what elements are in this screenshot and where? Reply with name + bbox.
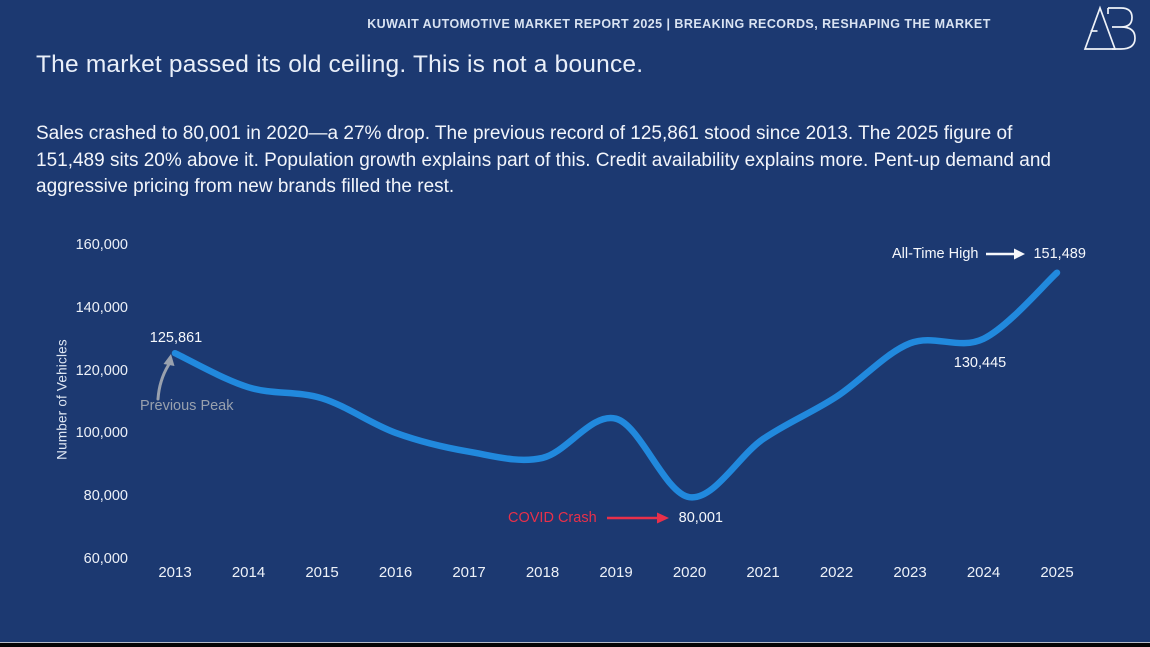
ab-monogram-logo [1083, 5, 1136, 50]
previous-peak-value-label: 125,861 [149, 330, 203, 346]
y-tick-label: 160,000 [75, 237, 128, 253]
all-time-high-label: All-Time High [892, 246, 979, 262]
page-title: The market passed its old ceiling. This … [36, 51, 644, 78]
covid-arrow-right-icon [606, 512, 669, 524]
covid-crash-annotation: COVID Crash 80,001 [508, 510, 723, 526]
x-tick-label: 2013 [158, 564, 192, 581]
y-axis-title: Number of Vehicles [54, 339, 70, 460]
all-time-high-arrow-right-icon [986, 248, 1026, 260]
x-tick-label: 2025 [1040, 564, 1074, 581]
window-bottom-edge [0, 642, 1150, 647]
y-tick-label: 80,000 [83, 488, 128, 505]
all-time-high-value-label: 151,489 [1033, 246, 1086, 262]
covid-crash-label: COVID Crash [508, 510, 597, 526]
previous-peak-label: Previous Peak [140, 398, 234, 414]
report-header-title: KUWAIT AUTOMOTIVE MARKET REPORT 2025 | B… [367, 17, 991, 31]
x-tick-label: 2018 [525, 564, 560, 581]
x-tick-label: 2024 [966, 564, 1001, 581]
x-tick-label: 2020 [672, 564, 707, 581]
body-line-2: 151,489 sits 20% above it. Population gr… [36, 149, 1051, 171]
y-tick-label: 120,000 [75, 362, 128, 379]
y-tick-label: 100,000 [75, 425, 128, 442]
x-tick-label: 2015 [305, 564, 339, 581]
sales-line-path [171, 269, 1061, 501]
previous-peak-arrow-icon [156, 354, 175, 401]
x-tick-label: 2023 [893, 564, 927, 581]
x-tick-label: 2016 [378, 564, 413, 581]
x-tick-label: 2022 [819, 564, 854, 581]
body-line-3: aggressive pricing from new brands fille… [36, 176, 455, 198]
x-tick-label: 2019 [599, 564, 633, 581]
all-time-high-annotation: All-Time High 151,489 [892, 246, 1086, 262]
x-tick-label: 2017 [452, 564, 486, 581]
body-paragraph: Sales crashed to 80,001 in 2020—a 27% dr… [36, 121, 1131, 201]
x-tick-label: 2021 [746, 564, 780, 581]
y-tick-label: 140,000 [75, 299, 128, 316]
covid-crash-value-label: 80,001 [678, 510, 723, 526]
y-tick-label: 60,000 [83, 551, 128, 567]
plateau-2024-value-label: 130,445 [953, 355, 1007, 371]
x-tick-label: 2014 [231, 564, 266, 581]
body-line-1: Sales crashed to 80,001 in 2020—a 27% dr… [36, 123, 1013, 144]
